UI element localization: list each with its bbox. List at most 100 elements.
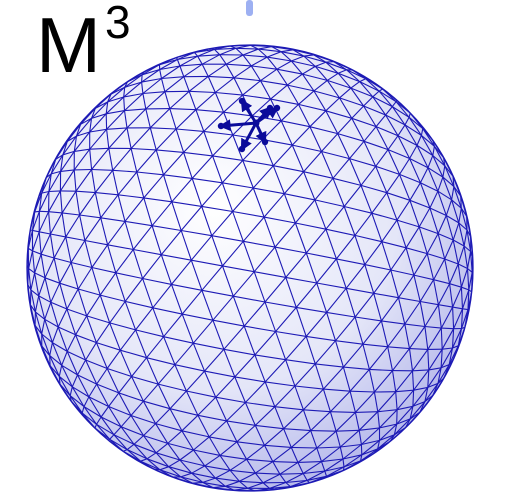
mesh-edge	[360, 184, 387, 194]
mesh-edge	[157, 383, 171, 409]
mesh-edge	[320, 151, 334, 179]
mesh-edge	[302, 461, 322, 474]
mesh-edge	[189, 90, 216, 94]
mesh-edge	[34, 210, 40, 213]
mesh-edge	[242, 54, 252, 67]
mesh-edge	[142, 78, 162, 94]
mesh-edge	[164, 76, 185, 93]
mesh-edge	[326, 466, 345, 477]
mesh-edge	[427, 155, 434, 168]
mesh-edge	[179, 65, 185, 77]
star-arrow	[254, 122, 267, 145]
mesh-edge	[91, 244, 109, 268]
mesh-edge	[444, 239, 454, 260]
mesh-edge	[181, 289, 203, 315]
mesh-edge	[340, 443, 362, 448]
mesh-edge	[49, 342, 53, 356]
mesh-edge	[451, 199, 462, 209]
mesh-edge	[234, 376, 266, 383]
mesh-edge	[213, 485, 226, 489]
mesh-edge	[258, 48, 282, 53]
mesh-edge	[364, 264, 391, 271]
mesh-edge	[354, 212, 373, 236]
mesh-edge	[126, 108, 147, 129]
mesh-edge	[168, 466, 192, 474]
mesh-edge	[412, 387, 429, 407]
mesh-edge	[197, 414, 227, 422]
mesh-edge	[429, 190, 439, 209]
mesh-edge	[183, 131, 205, 153]
mesh-edge	[133, 248, 162, 256]
mesh-edge	[375, 166, 388, 193]
mesh-edge	[197, 54, 220, 57]
mesh-edge	[212, 134, 234, 157]
mesh-edge	[71, 374, 79, 388]
mesh-edge	[131, 147, 157, 151]
mesh-edge	[349, 158, 376, 167]
mesh-edge	[313, 90, 340, 99]
mesh-edge	[66, 288, 79, 310]
mesh-edge	[399, 173, 421, 184]
mesh-edge	[452, 176, 455, 187]
mesh-edge	[112, 170, 119, 195]
mesh-edge	[159, 69, 163, 79]
mesh-edge	[427, 369, 430, 388]
mesh-edge	[77, 288, 88, 317]
mesh-edge	[124, 220, 153, 227]
mesh-edge	[392, 348, 410, 371]
mesh-edge	[385, 114, 406, 126]
mesh-edge	[152, 307, 165, 337]
mesh-edge	[385, 114, 399, 136]
mesh-edge	[83, 406, 102, 418]
mesh-edge	[309, 126, 322, 152]
mesh-edge	[360, 185, 373, 214]
mesh-edge	[305, 312, 328, 337]
dimension-superscript: 3	[104, 0, 131, 48]
mesh-edge	[287, 84, 315, 92]
mesh-edge	[272, 165, 285, 194]
mesh-edge	[298, 104, 311, 127]
mesh-edge	[463, 245, 469, 269]
mesh-edge	[441, 327, 454, 330]
mesh-edge	[452, 286, 462, 308]
mesh-edge	[254, 425, 265, 446]
mesh-edge	[191, 472, 216, 479]
mesh-edge	[442, 165, 446, 178]
mesh-edge	[354, 234, 382, 243]
mesh-edge	[28, 250, 34, 269]
mesh-edge	[169, 408, 199, 416]
mesh-edge	[107, 244, 117, 273]
mesh-edge	[294, 222, 307, 254]
mesh-edge	[391, 370, 397, 392]
mesh-edge	[327, 79, 352, 89]
mesh-edge	[373, 391, 379, 412]
mesh-edge	[143, 197, 172, 203]
mesh-edge	[413, 369, 430, 391]
mesh-edge	[197, 48, 215, 57]
mesh-edge	[381, 320, 405, 325]
mesh-edge	[416, 144, 434, 156]
mesh-edge	[117, 171, 138, 196]
mesh-edge	[193, 436, 210, 451]
sphere-outline	[26, 44, 474, 492]
mesh-edge	[446, 215, 460, 224]
mesh-edge	[260, 80, 288, 86]
mesh-edge	[150, 127, 177, 130]
mesh-edge	[175, 109, 197, 130]
mesh-edge	[335, 340, 363, 345]
mesh-edge	[107, 96, 124, 103]
mesh-edge	[387, 346, 394, 371]
mesh-edge	[234, 487, 248, 491]
mesh-edge	[290, 60, 303, 75]
mesh-edge	[314, 199, 345, 208]
top-stub	[246, 0, 253, 16]
mesh-edge	[452, 306, 463, 310]
mesh-edge	[329, 411, 337, 432]
mesh-edge	[135, 329, 164, 338]
mesh-edge	[180, 476, 203, 483]
mesh-edge	[409, 406, 414, 420]
mesh-edge	[149, 127, 157, 151]
mesh-edge	[468, 272, 473, 291]
mesh-edge	[152, 284, 172, 309]
mesh-edge	[60, 151, 75, 172]
